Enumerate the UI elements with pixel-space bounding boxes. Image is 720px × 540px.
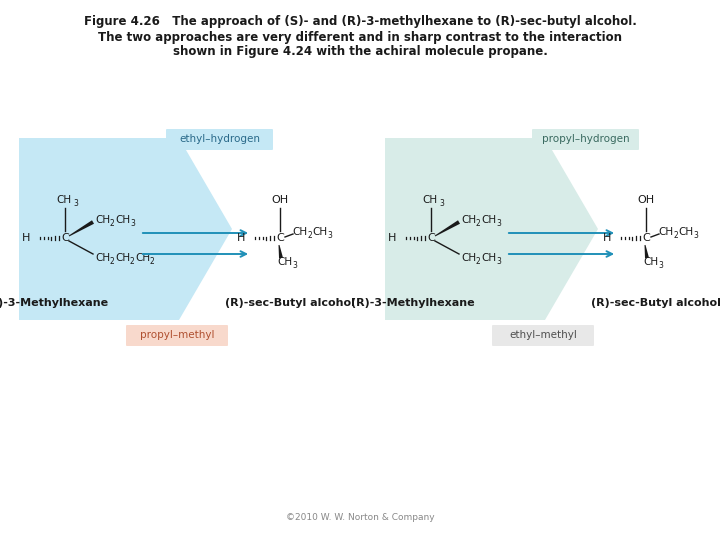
Text: CH: CH	[95, 253, 110, 263]
Text: 3: 3	[693, 232, 698, 240]
Text: 3: 3	[658, 261, 663, 271]
Text: CH: CH	[658, 227, 673, 237]
Text: 3: 3	[439, 199, 444, 208]
Polygon shape	[644, 245, 649, 258]
Text: 2: 2	[476, 258, 481, 267]
Text: 3: 3	[73, 199, 78, 208]
Text: 2: 2	[150, 258, 155, 267]
Text: propyl–methyl: propyl–methyl	[140, 330, 215, 341]
Text: CH: CH	[56, 195, 71, 205]
Text: 3: 3	[496, 219, 501, 228]
FancyBboxPatch shape	[532, 129, 639, 150]
Text: CH: CH	[95, 215, 110, 225]
Text: OH: OH	[637, 195, 654, 205]
FancyBboxPatch shape	[166, 129, 273, 150]
Text: OH: OH	[271, 195, 289, 205]
Text: CH: CH	[115, 253, 130, 263]
Text: CH: CH	[481, 215, 496, 225]
Text: 2: 2	[476, 219, 481, 228]
Text: 2: 2	[307, 232, 312, 240]
Text: C: C	[642, 233, 650, 243]
Text: H: H	[22, 233, 30, 243]
Text: C: C	[61, 233, 69, 243]
Text: (R)-sec-Butyl alcohol: (R)-sec-Butyl alcohol	[225, 298, 355, 308]
Text: CH: CH	[135, 253, 150, 263]
Text: 2: 2	[130, 258, 135, 267]
Text: The two approaches are very different and in sharp contrast to the interaction: The two approaches are very different an…	[98, 30, 622, 44]
Text: 3: 3	[130, 219, 135, 228]
Text: CH: CH	[461, 215, 476, 225]
Text: H: H	[387, 233, 396, 243]
Text: H: H	[237, 233, 245, 243]
Text: CH: CH	[643, 257, 658, 267]
Text: CH: CH	[423, 195, 438, 205]
Text: propyl–hydrogen: propyl–hydrogen	[541, 134, 629, 145]
Text: 2: 2	[110, 219, 114, 228]
Text: shown in Figure 4.24 with the achiral molecule propane.: shown in Figure 4.24 with the achiral mo…	[173, 45, 547, 58]
Polygon shape	[68, 220, 94, 237]
Text: CH: CH	[277, 257, 292, 267]
Text: CH: CH	[481, 253, 496, 263]
Polygon shape	[385, 138, 598, 320]
Polygon shape	[19, 138, 232, 320]
Text: 3: 3	[496, 258, 501, 267]
Text: Figure 4.26   The approach of (S)- and (R)-3-methylhexane to (R)-sec-butyl alcoh: Figure 4.26 The approach of (S)- and (R)…	[84, 16, 636, 29]
Text: (R)-3-Methylhexane: (R)-3-Methylhexane	[351, 298, 474, 308]
Polygon shape	[279, 245, 283, 258]
Polygon shape	[435, 220, 460, 237]
Text: C: C	[276, 233, 284, 243]
Text: 2: 2	[110, 258, 114, 267]
Text: C: C	[427, 233, 435, 243]
Text: 3: 3	[327, 232, 332, 240]
Text: 2: 2	[673, 232, 678, 240]
Text: 3: 3	[292, 261, 297, 271]
Text: CH: CH	[312, 227, 327, 237]
Text: H: H	[603, 233, 611, 243]
Text: ethyl–hydrogen: ethyl–hydrogen	[179, 134, 260, 145]
Text: ethyl–methyl: ethyl–methyl	[509, 330, 577, 341]
Text: CH: CH	[678, 227, 693, 237]
FancyBboxPatch shape	[492, 325, 594, 346]
Text: CH: CH	[115, 215, 130, 225]
Text: (S)-3-Methylhexane: (S)-3-Methylhexane	[0, 298, 109, 308]
Text: ©2010 W. W. Norton & Company: ©2010 W. W. Norton & Company	[286, 514, 434, 523]
Text: (R)-sec-Butyl alcohol: (R)-sec-Butyl alcohol	[591, 298, 720, 308]
Text: CH: CH	[292, 227, 307, 237]
FancyBboxPatch shape	[126, 325, 228, 346]
Text: CH: CH	[461, 253, 476, 263]
